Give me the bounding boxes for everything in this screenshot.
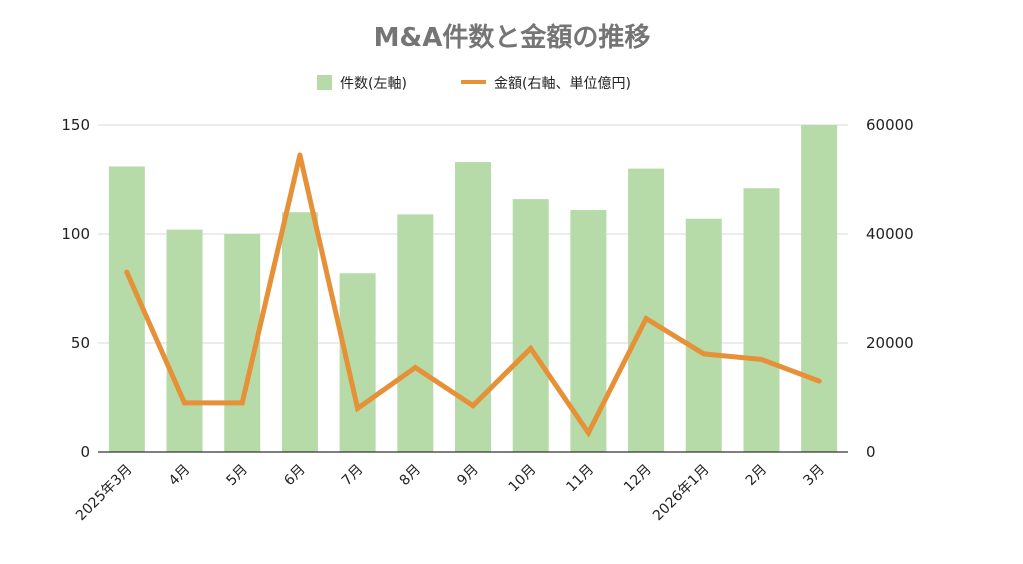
x-tick-label: 2025年3月 [73, 462, 136, 525]
line-point [124, 269, 130, 275]
bar [685, 218, 722, 452]
line-point [182, 400, 188, 406]
x-tick-label: 2026年1月 [650, 462, 713, 525]
left-tick-label: 0 [80, 443, 90, 461]
bar [108, 166, 145, 453]
bar [743, 188, 780, 452]
x-tick-label: 8月 [397, 462, 425, 490]
line-point [412, 365, 418, 371]
x-tick-label: 11月 [563, 462, 597, 496]
legend-label-amount: 金額(右軸、単位億円) [494, 76, 631, 92]
line-point [643, 315, 649, 321]
right-tick-label: 40000 [866, 225, 914, 243]
x-tick-label: 6月 [281, 462, 309, 490]
x-tick-label: 5月 [224, 462, 252, 490]
line-point [758, 356, 764, 362]
line-point [816, 378, 822, 384]
line-point [470, 403, 476, 409]
legend: 件数(左軸) 金額(右軸、単位億円) [317, 75, 631, 92]
line-point [239, 400, 245, 406]
x-tick-label: 4月 [166, 462, 194, 490]
x-tick-label: 9月 [454, 462, 482, 490]
left-axis-ticks: 0 50 100 150 [61, 116, 90, 461]
right-tick-label: 20000 [866, 334, 914, 352]
x-tick-label: 3月 [800, 462, 828, 490]
bar [281, 212, 318, 452]
bar [801, 125, 838, 452]
left-tick-label: 150 [61, 116, 90, 134]
left-tick-label: 50 [71, 334, 90, 352]
x-tick-label: 7月 [339, 462, 367, 490]
right-tick-label: 60000 [866, 116, 914, 134]
x-tick-label: 12月 [621, 462, 655, 496]
bar [166, 229, 203, 452]
bar [397, 214, 434, 452]
chart-title: M&A件数と金額の推移 [374, 22, 651, 53]
line-point [297, 152, 303, 158]
x-tick-label: 2月 [743, 462, 771, 490]
right-tick-label: 0 [866, 443, 876, 461]
bar [512, 199, 549, 452]
line-point [355, 405, 361, 411]
x-tick-label: 10月 [506, 462, 540, 496]
right-axis-ticks: 0 20000 40000 60000 [866, 116, 914, 461]
line-series [124, 152, 822, 438]
legend-label-count: 件数(左軸) [340, 76, 407, 92]
left-tick-label: 100 [61, 225, 90, 243]
legend-swatch-bar [317, 75, 332, 90]
bar [628, 168, 665, 452]
line-point [585, 430, 591, 436]
line-point [701, 351, 707, 357]
line-point [528, 345, 534, 351]
